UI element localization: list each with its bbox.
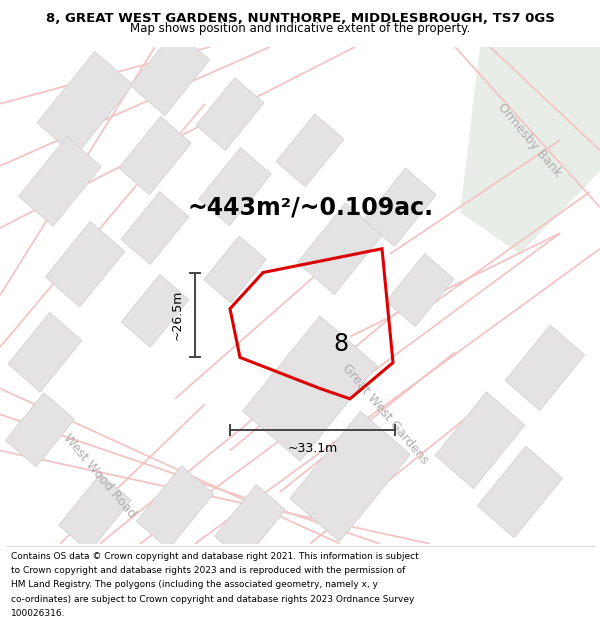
Polygon shape	[130, 30, 210, 116]
Text: to Crown copyright and database rights 2023 and is reproduced with the permissio: to Crown copyright and database rights 2…	[11, 566, 405, 575]
Text: 8, GREAT WEST GARDENS, NUNTHORPE, MIDDLESBROUGH, TS7 0GS: 8, GREAT WEST GARDENS, NUNTHORPE, MIDDLE…	[46, 12, 554, 25]
Text: Ormesby Bank: Ormesby Bank	[496, 101, 565, 179]
Text: Map shows position and indicative extent of the property.: Map shows position and indicative extent…	[130, 22, 470, 35]
Polygon shape	[8, 312, 82, 392]
Polygon shape	[364, 168, 436, 246]
Text: 100026316.: 100026316.	[11, 609, 65, 618]
Text: Contains OS data © Crown copyright and database right 2021. This information is : Contains OS data © Crown copyright and d…	[11, 552, 419, 561]
Polygon shape	[59, 474, 131, 552]
Polygon shape	[215, 484, 286, 561]
Text: HM Land Registry. The polygons (including the associated geometry, namely x, y: HM Land Registry. The polygons (includin…	[11, 580, 378, 589]
Polygon shape	[478, 446, 562, 538]
Polygon shape	[5, 392, 74, 467]
Polygon shape	[119, 116, 191, 194]
Polygon shape	[243, 316, 377, 461]
Polygon shape	[121, 274, 189, 348]
Text: 8: 8	[334, 332, 349, 356]
Polygon shape	[505, 325, 585, 411]
Polygon shape	[386, 254, 454, 327]
Text: ~443m²/~0.109ac.: ~443m²/~0.109ac.	[187, 196, 433, 219]
Polygon shape	[37, 51, 133, 156]
Polygon shape	[298, 203, 382, 294]
Polygon shape	[19, 137, 101, 226]
Polygon shape	[435, 392, 525, 489]
Text: West Wood Road: West Wood Road	[61, 432, 139, 521]
Polygon shape	[45, 221, 125, 307]
Polygon shape	[199, 148, 271, 226]
Polygon shape	[121, 192, 189, 264]
Text: ~33.1m: ~33.1m	[287, 442, 338, 455]
Text: Great West Gardens: Great West Gardens	[340, 362, 431, 467]
Polygon shape	[276, 114, 344, 187]
Polygon shape	[460, 47, 600, 254]
Text: ~26.5m: ~26.5m	[170, 290, 184, 340]
Polygon shape	[204, 236, 266, 303]
Polygon shape	[290, 411, 410, 542]
Text: co-ordinates) are subject to Crown copyright and database rights 2023 Ordnance S: co-ordinates) are subject to Crown copyr…	[11, 594, 414, 604]
Polygon shape	[196, 78, 264, 151]
Polygon shape	[136, 466, 214, 549]
